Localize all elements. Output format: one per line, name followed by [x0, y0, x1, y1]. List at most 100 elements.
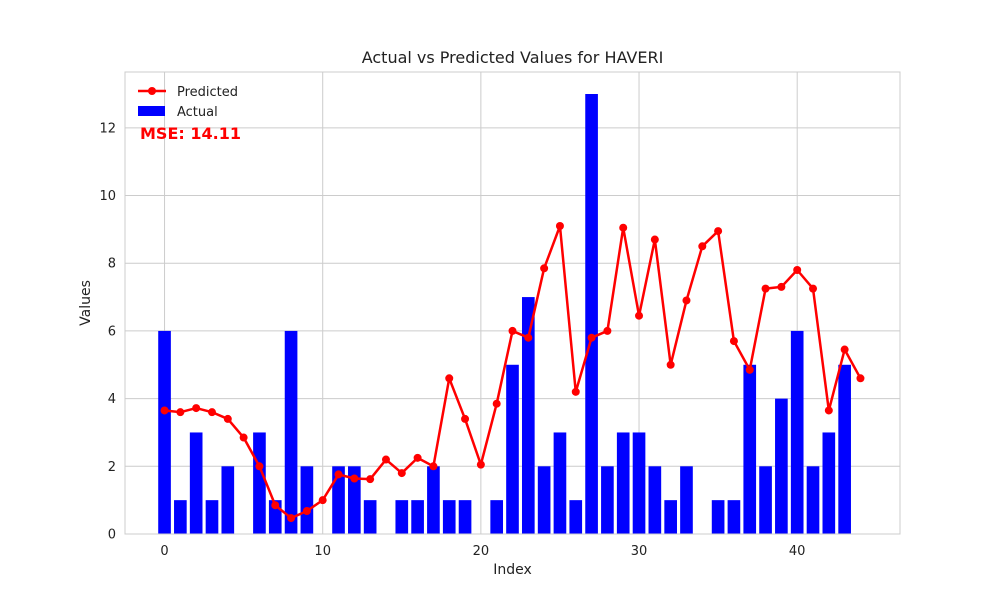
chart-title: Actual vs Predicted Values for HAVERI	[362, 48, 664, 67]
actual-bar	[569, 500, 583, 534]
predicted-point	[666, 360, 675, 369]
actual-bar	[332, 466, 345, 534]
legend-predicted-label: Predicted	[177, 85, 238, 100]
actual-bar	[775, 398, 788, 534]
actual-bar	[221, 466, 235, 534]
predicted-point	[413, 453, 422, 462]
predicted-line	[160, 222, 865, 523]
predicted-point	[856, 374, 865, 383]
predicted-point	[397, 469, 406, 478]
x-tick-label: 40	[789, 544, 806, 559]
x-axis-label: Index	[493, 562, 532, 578]
x-tick-labels: 0 10 20 30 40	[160, 544, 805, 559]
predicted-point	[777, 282, 786, 291]
actual-bar	[711, 500, 725, 534]
actual-bar	[759, 466, 772, 534]
predicted-point	[745, 365, 754, 374]
predicted-point	[714, 227, 723, 236]
y-tick-labels: 0 2 4 6 8 10 12	[99, 121, 116, 542]
actual-bar	[727, 500, 741, 534]
predicted-point	[350, 474, 359, 483]
legend-actual-label: Actual	[177, 105, 218, 120]
actual-bar	[348, 466, 361, 534]
predicted-point	[207, 408, 216, 417]
actual-bar	[822, 432, 836, 534]
actual-bar	[537, 466, 551, 534]
predicted-point	[761, 284, 770, 293]
predicted-point	[176, 408, 185, 417]
actual-bar	[442, 500, 456, 534]
actual-bar	[490, 500, 504, 534]
actual-bar	[664, 500, 677, 534]
y-tick-label: 2	[108, 460, 116, 475]
y-tick-label: 12	[99, 121, 116, 136]
actual-bar	[585, 94, 598, 534]
predicted-point	[524, 333, 533, 342]
predicted-point	[540, 264, 549, 273]
actual-bar	[205, 500, 219, 534]
predicted-point	[635, 311, 644, 320]
actual-bar	[427, 466, 440, 534]
predicted-point	[429, 462, 438, 471]
actual-bar	[411, 500, 424, 534]
legend-predicted-marker-icon	[148, 87, 156, 95]
actual-bar	[458, 500, 472, 534]
predicted-point	[587, 333, 596, 342]
predicted-point	[334, 470, 343, 479]
y-tick-label: 0	[108, 528, 116, 543]
predicted-point	[255, 462, 264, 471]
predicted-point	[729, 337, 738, 346]
y-tick-label: 8	[108, 257, 116, 272]
actual-bar	[601, 466, 614, 534]
predicted-point	[223, 414, 232, 423]
predicted-point	[619, 223, 628, 232]
predicted-point	[809, 284, 818, 293]
predicted-point	[698, 242, 707, 251]
actual-bar	[648, 466, 662, 534]
actual-bar	[806, 466, 820, 534]
actual-bar	[790, 330, 804, 534]
predicted-point	[840, 345, 849, 354]
predicted-point	[445, 374, 454, 383]
actual-bar	[395, 500, 409, 534]
actual-bar	[189, 432, 203, 534]
predicted-point	[793, 266, 802, 274]
predicted-point	[824, 406, 833, 415]
predicted-point	[381, 455, 390, 464]
predicted-point	[682, 296, 691, 305]
predicted-point	[192, 404, 201, 413]
predicted-point	[571, 387, 580, 396]
x-tick-label: 0	[160, 544, 168, 559]
y-tick-label: 6	[108, 324, 116, 339]
actual-bar	[158, 330, 171, 534]
predicted-point	[461, 414, 470, 423]
predicted-point	[555, 222, 564, 230]
predicted-point	[302, 506, 311, 515]
predicted-point	[318, 496, 327, 505]
actual-bar	[506, 364, 519, 534]
predicted-point	[160, 406, 169, 415]
legend-actual-swatch-icon	[138, 106, 165, 116]
legend: Predicted Actual	[138, 85, 238, 120]
actual-bar	[284, 330, 298, 534]
y-tick-label: 10	[99, 189, 116, 204]
mse-annotation: MSE: 14.11	[140, 124, 241, 143]
predicted-point	[239, 433, 248, 442]
actual-bar	[363, 500, 377, 534]
actual-bar	[838, 364, 851, 534]
actual-bar	[616, 432, 630, 534]
actual-bar	[521, 297, 535, 534]
actual-bar	[174, 500, 187, 534]
predicted-point	[650, 235, 659, 244]
predicted-point	[508, 326, 517, 335]
actual-bar	[253, 432, 266, 534]
predicted-point	[287, 514, 296, 523]
actual-bar	[632, 432, 646, 534]
actual-bar	[300, 466, 314, 534]
predicted-point	[476, 460, 485, 469]
y-axis-label: Values	[78, 280, 94, 326]
x-tick-label: 10	[314, 544, 331, 559]
predicted-point	[271, 501, 280, 510]
plot-frame	[124, 71, 901, 535]
